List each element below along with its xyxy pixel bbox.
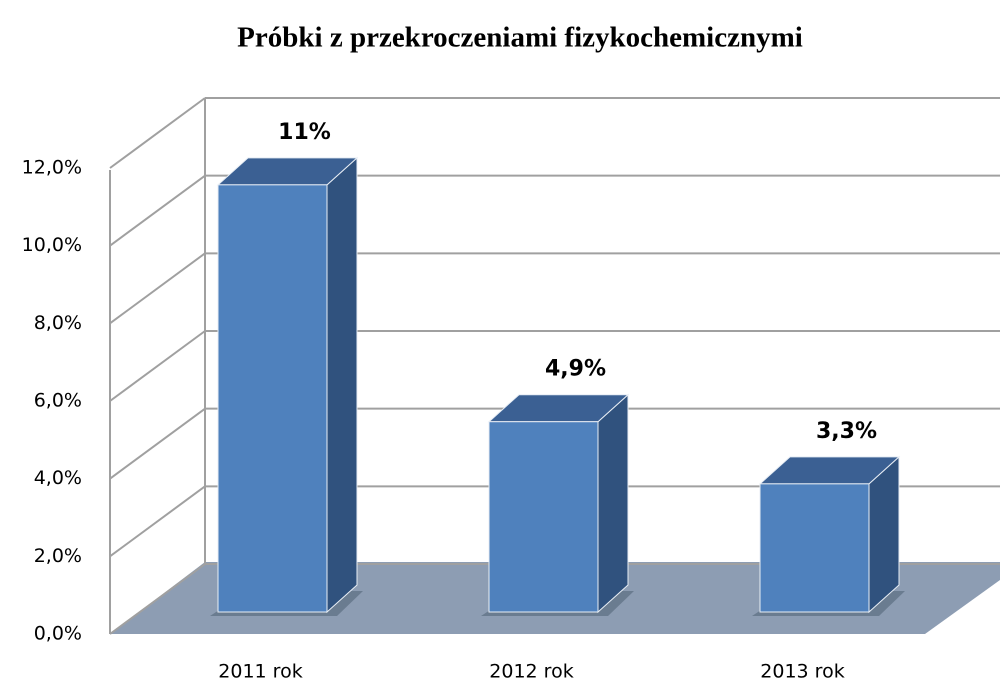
x-tick-label: 2011 rok bbox=[218, 661, 302, 683]
y-tick-label: 12,0% bbox=[22, 157, 82, 179]
bar-side bbox=[597, 393, 629, 614]
y-tick-label: 0,0% bbox=[34, 623, 82, 645]
bar-side bbox=[326, 156, 358, 614]
grid-line-side bbox=[109, 174, 206, 247]
bar bbox=[759, 483, 870, 613]
bar bbox=[488, 421, 599, 613]
grid-line-side bbox=[109, 485, 206, 558]
y-tick-label: 6,0% bbox=[34, 390, 82, 412]
value-label: 11% bbox=[278, 120, 331, 145]
bar bbox=[217, 184, 328, 613]
x-tick-label: 2012 rok bbox=[489, 661, 573, 683]
grid-line-side bbox=[109, 330, 206, 402]
y-tick-label: 10,0% bbox=[22, 234, 82, 256]
chart-title: Próbki z przekroczeniami fizykochemiczny… bbox=[237, 22, 803, 54]
value-label: 4,9% bbox=[545, 357, 606, 382]
y-tick-label: 2,0% bbox=[34, 545, 82, 567]
value-label: 3,3% bbox=[816, 419, 877, 444]
x-tick-label: 2013 rok bbox=[760, 661, 844, 683]
grid-line-side bbox=[109, 563, 206, 635]
grid-line-side bbox=[109, 407, 206, 480]
y-tick-label: 8,0% bbox=[34, 312, 82, 334]
y-tick-label: 4,0% bbox=[34, 467, 82, 489]
grid-line-side bbox=[109, 97, 206, 169]
grid-line-side bbox=[109, 252, 206, 325]
